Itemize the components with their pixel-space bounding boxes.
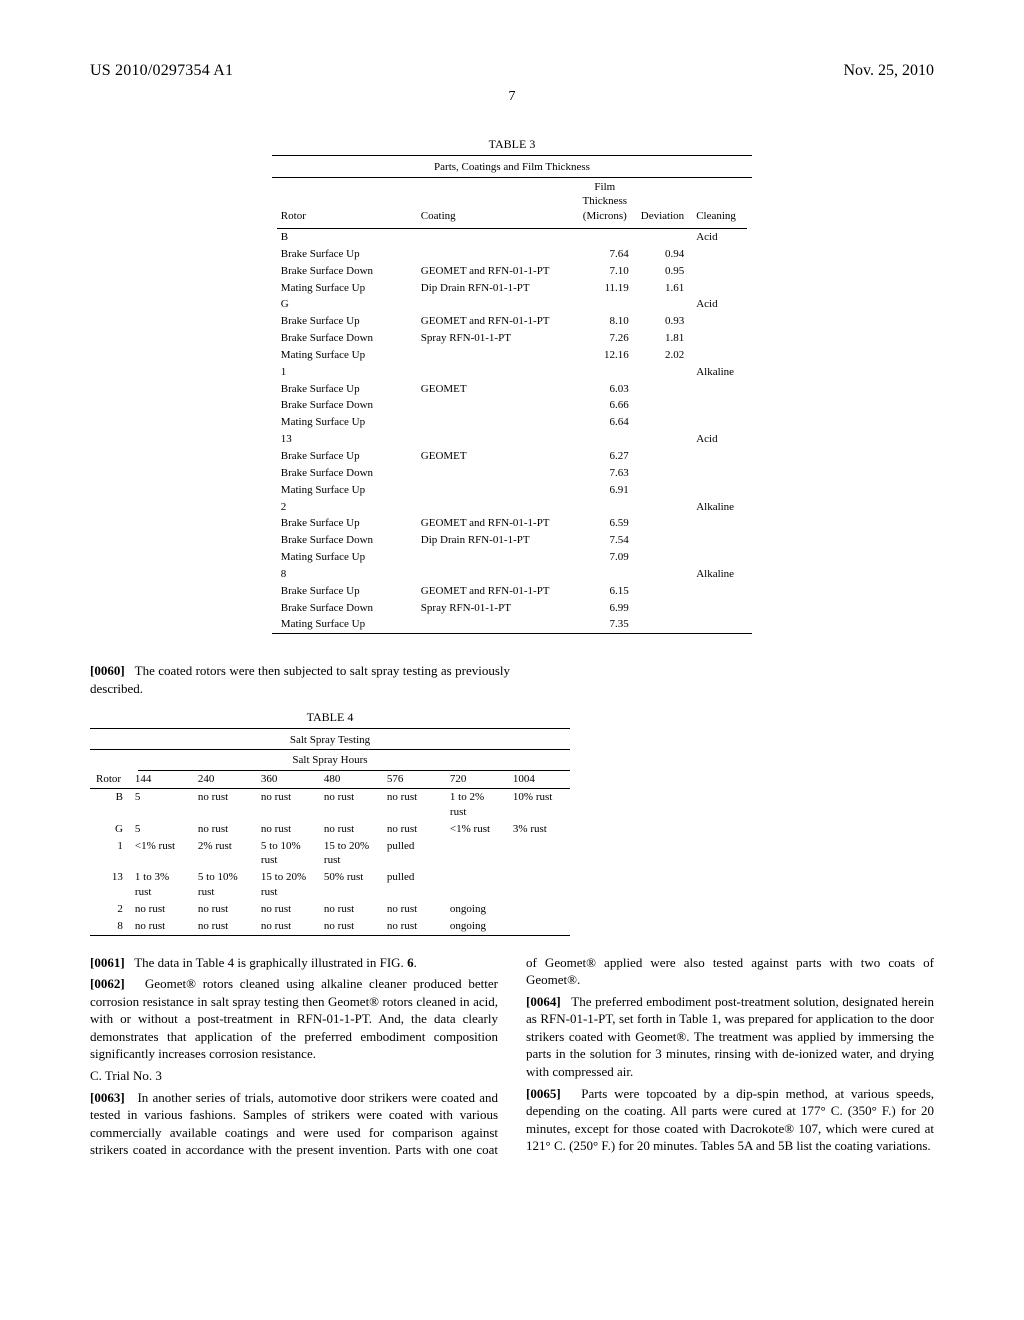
table-3-block: TABLE 3 Parts, Coatings and Film Thickne… (272, 136, 752, 634)
table-3-caption: TABLE 3 (272, 136, 752, 152)
table-4-subcaption: Salt Spray Testing (90, 733, 570, 750)
table-4-group-header: Salt Spray Hours (90, 750, 570, 770)
table-row: 131 to 3%rust5 to 10%rust15 to 20%rust50… (90, 869, 570, 901)
t4-hour-col: 240 (192, 771, 255, 788)
t3-col-deviation: Deviation (637, 178, 692, 229)
patent-page: US 2010/0297354 A1 Nov. 25, 2010 7 TABLE… (0, 0, 1024, 1199)
t4-hour-col: 360 (255, 771, 318, 788)
table-row: 1<1% rust2% rust5 to 10%rust15 to 20%rus… (90, 838, 570, 870)
body-columns: [0061] The data in Table 4 is graphicall… (90, 954, 934, 1159)
table-row: 1Alkaline (277, 364, 747, 381)
table-row: BAcid (277, 229, 747, 246)
table-row: 2no rustno rustno rustno rustno rustongo… (90, 901, 570, 918)
t4-hour-col: 480 (318, 771, 381, 788)
table-row: Mating Surface Up7.09 (277, 549, 747, 566)
table-row: Brake Surface UpGEOMET and RFN-01-1-PT6.… (277, 583, 747, 600)
t4-col-rotor: Rotor (90, 771, 129, 788)
table-4-block: TABLE 4 Salt Spray Testing Salt Spray Ho… (90, 709, 570, 935)
t4-hour-col: 1004 (507, 771, 570, 788)
page-header: US 2010/0297354 A1 Nov. 25, 2010 (90, 60, 934, 82)
table-row: G5no rustno rustno rustno rust<1% rust3%… (90, 821, 570, 838)
table-row: Mating Surface Up12.162.02 (277, 347, 747, 364)
publication-date: Nov. 25, 2010 (843, 60, 934, 82)
table-row: Brake Surface UpGEOMET and RFN-01-1-PT6.… (277, 515, 747, 532)
table-row: Brake Surface UpGEOMET6.03 (277, 381, 747, 398)
t4-hour-col: 720 (444, 771, 507, 788)
para-0064: [0064] The preferred embodiment post-tre… (526, 993, 934, 1081)
section-c-head: C. Trial No. 3 (90, 1067, 498, 1085)
table-row: Brake Surface Down7.63 (277, 465, 747, 482)
t3-col-coating: Coating (417, 178, 577, 229)
table-4: Rotor 1442403604805767201004 B5no rustno… (90, 771, 570, 934)
table-row: 8Alkaline (277, 566, 747, 583)
para-0060-text: The coated rotors were then subjected to… (90, 663, 510, 696)
table-row: Brake Surface Down6.66 (277, 397, 747, 414)
table-row: Brake Surface DownDip Drain RFN-01-1-PT7… (277, 532, 747, 549)
page-number: 7 (90, 88, 934, 107)
t4-hour-col: 576 (381, 771, 444, 788)
t3-col-cleaning: Cleaning (692, 178, 747, 229)
table-row: Brake Surface DownSpray RFN-01-1-PT6.99 (277, 600, 747, 617)
table-row: Brake Surface Up7.640.94 (277, 246, 747, 263)
para-0060-num: [0060] (90, 663, 125, 678)
table-row: 8no rustno rustno rustno rustno rustongo… (90, 918, 570, 935)
table-3-subcaption: Parts, Coatings and Film Thickness (272, 160, 752, 177)
table-row: Mating Surface Up6.64 (277, 414, 747, 431)
t4-hour-col: 144 (129, 771, 192, 788)
table-row: Mating Surface Up7.35 (277, 616, 747, 633)
table-row: Brake Surface DownGEOMET and RFN-01-1-PT… (277, 263, 747, 280)
para-0061: [0061] The data in Table 4 is graphicall… (90, 954, 498, 972)
table-row: Mating Surface Up6.91 (277, 482, 747, 499)
para-0060: [0060] The coated rotors were then subje… (90, 662, 510, 697)
t3-col-rotor: Rotor (277, 178, 417, 229)
table-3: Rotor Coating Film Thickness (Microns) D… (277, 178, 747, 634)
table-row: 2Alkaline (277, 499, 747, 516)
table-row: Brake Surface UpGEOMET6.27 (277, 448, 747, 465)
table-4-caption: TABLE 4 (90, 709, 570, 725)
table-row: Mating Surface UpDip Drain RFN-01-1-PT11… (277, 280, 747, 297)
table-row: Brake Surface UpGEOMET and RFN-01-1-PT8.… (277, 313, 747, 330)
table-row: Brake Surface DownSpray RFN-01-1-PT7.261… (277, 330, 747, 347)
publication-number: US 2010/0297354 A1 (90, 60, 233, 82)
para-0065: [0065] Parts were topcoated by a dip-spi… (526, 1085, 934, 1155)
table-row: GAcid (277, 296, 747, 313)
para-0062: [0062] Geomet® rotors cleaned using alka… (90, 975, 498, 1063)
table-row: B5no rustno rustno rustno rust1 to 2%rus… (90, 789, 570, 821)
t3-col-film: Film Thickness (Microns) (577, 178, 637, 229)
table-row: 13Acid (277, 431, 747, 448)
